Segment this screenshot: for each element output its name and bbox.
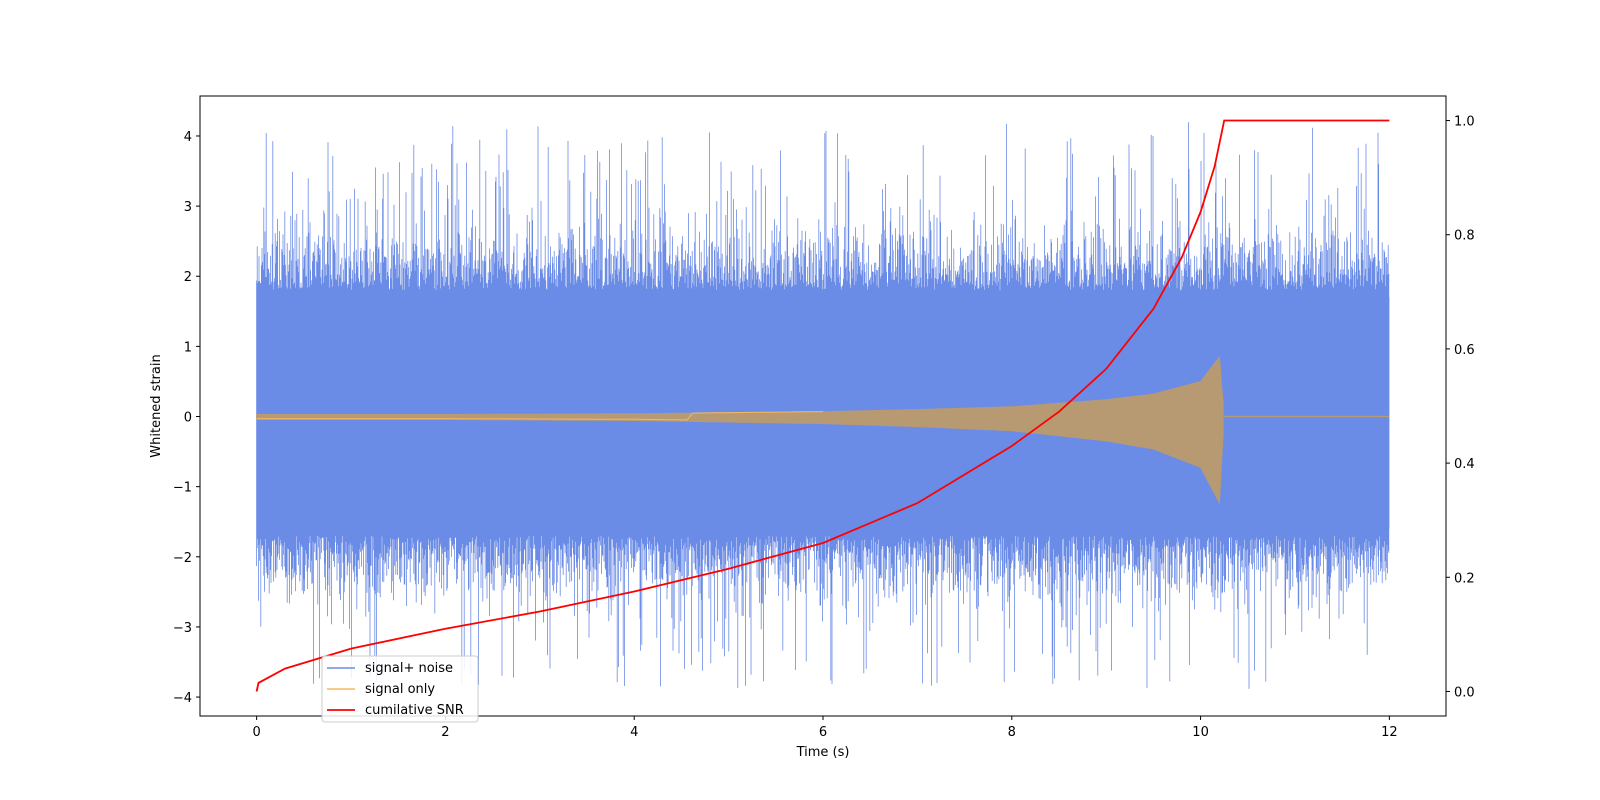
- x-tick-label: 6: [819, 725, 827, 740]
- x-tick-label: 12: [1381, 725, 1398, 740]
- y-tick-label: −4: [173, 691, 192, 706]
- legend-label-signal-only: signal only: [365, 682, 435, 697]
- signal-only-chirp: [256, 355, 1224, 505]
- x-axis: 0 2 4 6 8 10 12: [252, 716, 1398, 740]
- y-tick-label: 2: [184, 270, 192, 285]
- y-right-tick-label: 0.2: [1454, 571, 1475, 586]
- y-right-tick-label: 0.0: [1454, 685, 1475, 700]
- y-axis-left: −4 −3 −2 −1 0 1 2 3 4: [173, 130, 200, 706]
- cumulative-snr-line: [255, 119, 1390, 692]
- y-right-tick-label: 1.0: [1454, 115, 1475, 130]
- signal-only-oscillation: [256, 411, 824, 421]
- x-tick-label: 4: [630, 725, 638, 740]
- x-tick-label: 2: [441, 725, 449, 740]
- x-tick-label: 8: [1008, 725, 1016, 740]
- legend-label-cumulative-snr: cumilative SNR: [365, 703, 464, 718]
- y-axis-title: Whitened strain: [149, 354, 164, 457]
- y-tick-label: 3: [184, 200, 192, 215]
- y-tick-label: 4: [184, 130, 192, 145]
- y-tick-label: 1: [184, 340, 192, 355]
- y-tick-label: 0: [184, 411, 192, 426]
- plot-series: [255, 119, 1390, 692]
- y-tick-label: −1: [173, 481, 192, 496]
- legend-label-signal-noise: signal+ noise: [365, 661, 453, 676]
- x-tick-label: 10: [1192, 725, 1209, 740]
- legend-frame: [321, 655, 479, 723]
- x-tick-label: 0: [252, 725, 260, 740]
- y-right-tick-label: 0.6: [1454, 343, 1475, 358]
- y-right-tick-label: 0.4: [1454, 457, 1475, 472]
- y-tick-label: −2: [173, 551, 192, 566]
- y-right-tick-label: 0.8: [1454, 229, 1475, 244]
- legend: signal+ noise signal only cumilative SNR: [321, 655, 479, 723]
- x-axis-title: Time (s): [796, 745, 850, 760]
- y-tick-label: −3: [173, 621, 192, 636]
- y-axis-right: 0.0 0.2 0.4 0.6 0.8 1.0: [1446, 115, 1475, 700]
